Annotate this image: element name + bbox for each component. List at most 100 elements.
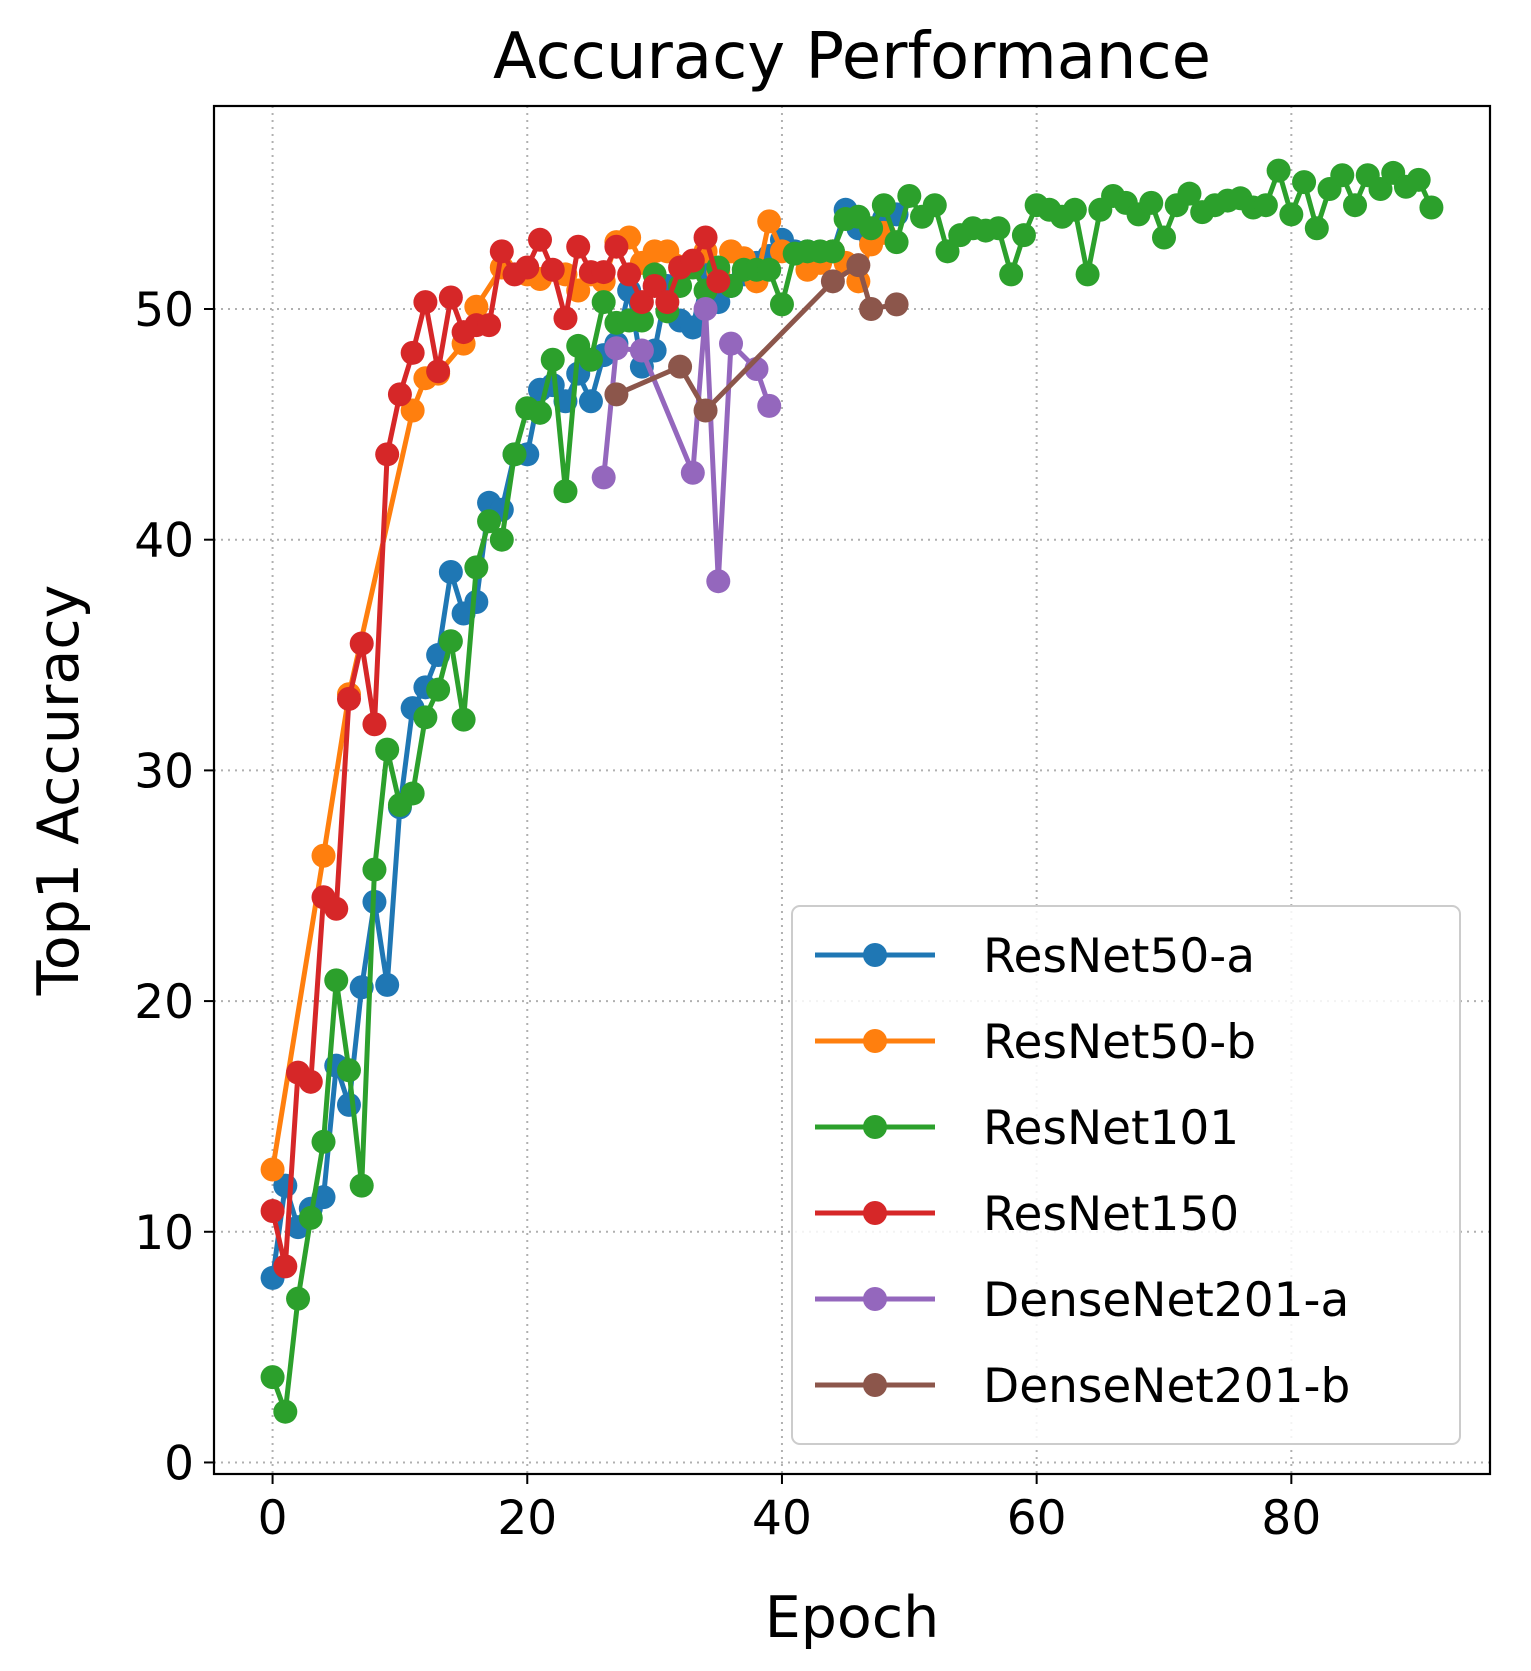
data-point-resnet150: [387, 382, 412, 407]
data-point-resnet101: [769, 292, 794, 317]
data-point-resnet50-a: [336, 1092, 361, 1117]
legend-marker-resnet50-b: [863, 1029, 887, 1053]
data-point-resnet150: [273, 1254, 298, 1279]
series-densenet201-b: [604, 253, 909, 423]
data-point-resnet150: [629, 290, 654, 315]
legend-label-densenet201-a: DenseNet201-a: [983, 1273, 1349, 1328]
data-point-resnet101: [451, 707, 476, 732]
data-point-densenet201-a: [706, 569, 731, 594]
data-point-resnet101: [999, 262, 1024, 287]
data-point-resnet150: [515, 255, 540, 280]
data-point-resnet150: [426, 359, 451, 384]
x-tick-label: 0: [258, 1491, 288, 1546]
data-point-resnet101: [1419, 195, 1444, 220]
data-point-resnet101: [273, 1399, 298, 1424]
data-point-resnet50-a: [375, 972, 400, 997]
data-point-densenet201-b: [693, 398, 718, 423]
legend-label-densenet201-b: DenseNet201-b: [983, 1359, 1350, 1414]
data-point-resnet101: [375, 737, 400, 762]
data-point-resnet150: [642, 273, 667, 298]
data-point-resnet150: [336, 686, 361, 711]
data-point-resnet101: [591, 290, 616, 315]
data-point-resnet101: [528, 400, 553, 425]
data-point-resnet50-a: [578, 389, 603, 414]
data-point-densenet201-b: [820, 269, 845, 294]
x-axis-label: Epoch: [765, 1585, 940, 1651]
data-point-resnet101: [935, 239, 960, 264]
legend: ResNet50-a ResNet50-b ResNet101 ResNet150 De…: [791, 905, 1461, 1445]
y-axis-label: Top1 Accuracy: [26, 585, 92, 997]
data-point-resnet101: [1062, 197, 1087, 222]
data-point-resnet101: [336, 1058, 361, 1083]
data-point-densenet201-b: [604, 382, 629, 407]
data-point-resnet101: [438, 629, 463, 654]
legend-box: [791, 905, 1461, 1445]
data-point-resnet101: [1279, 202, 1304, 227]
legend-marker-resnet50-a: [863, 943, 887, 967]
data-point-resnet101: [1253, 193, 1278, 218]
x-tick-label: 20: [497, 1491, 557, 1546]
legend-marker-densenet201-a: [863, 1287, 887, 1311]
data-point-resnet101: [629, 308, 654, 333]
x-tick-label: 80: [1261, 1491, 1321, 1546]
data-point-resnet150: [528, 227, 553, 252]
legend-label-resnet50-b: ResNet50-b: [983, 1015, 1256, 1070]
y-tick-label: 30: [134, 744, 194, 799]
plot-frame: [212, 104, 1492, 1476]
data-point-resnet101: [986, 216, 1011, 241]
tick-layer: 0 20 40 60 80 0 10 20 30 40 50: [134, 283, 1321, 1546]
chart-title: Accuracy Performance: [493, 20, 1211, 94]
data-point-resnet150: [298, 1069, 323, 1094]
data-point-resnet101: [1011, 223, 1036, 248]
data-point-resnet101: [922, 193, 947, 218]
data-point-resnet101: [859, 216, 884, 241]
data-point-densenet201-a: [693, 297, 718, 322]
data-point-resnet101: [1304, 216, 1329, 241]
data-point-resnet101: [1177, 181, 1202, 206]
data-point-densenet201-a: [757, 393, 782, 418]
data-point-resnet150: [566, 234, 591, 259]
data-point-resnet50-b: [464, 294, 489, 319]
data-point-resnet101: [464, 555, 489, 580]
data-point-resnet150: [489, 239, 514, 264]
legend-item-densenet201-b: DenseNet201-b: [815, 1359, 1350, 1414]
data-point-resnet101: [1266, 158, 1291, 183]
data-point-resnet101: [489, 527, 514, 552]
data-point-resnet101: [362, 857, 387, 882]
data-point-resnet101: [578, 347, 603, 372]
data-point-resnet150: [680, 248, 705, 273]
data-point-resnet101: [286, 1286, 311, 1311]
data-point-resnet50-a: [680, 315, 705, 340]
legend-item-resnet50-a: ResNet50-a: [815, 929, 1255, 984]
legend-item-resnet101: ResNet101: [815, 1101, 1239, 1156]
data-point-resnet101: [298, 1205, 323, 1230]
data-point-resnet101: [757, 257, 782, 282]
data-point-resnet150: [413, 290, 438, 315]
legend-item-resnet150: ResNet150: [815, 1187, 1239, 1242]
y-tick-label: 10: [134, 1206, 194, 1261]
legend-label-resnet150: ResNet150: [983, 1187, 1239, 1242]
data-point-resnet50-b: [655, 239, 680, 264]
legend-item-resnet50-b: ResNet50-b: [815, 1015, 1256, 1070]
data-point-resnet50-b: [311, 843, 336, 868]
data-point-densenet201-a: [680, 460, 705, 485]
legend-item-densenet201-a: DenseNet201-a: [815, 1273, 1349, 1328]
data-point-densenet201-b: [846, 253, 871, 278]
data-point-densenet201-a: [604, 336, 629, 361]
data-point-resnet150: [260, 1199, 285, 1224]
data-point-resnet150: [693, 225, 718, 250]
data-point-resnet150: [362, 712, 387, 737]
data-point-resnet101: [311, 1129, 336, 1154]
data-point-resnet101: [1151, 225, 1176, 250]
data-point-resnet150: [477, 313, 502, 338]
data-point-resnet101: [502, 442, 527, 467]
data-point-densenet201-a: [719, 331, 744, 356]
y-tick-label: 40: [134, 514, 194, 569]
data-point-resnet150: [349, 631, 374, 656]
data-point-resnet150: [438, 285, 463, 310]
series-densenet201-a: [591, 297, 782, 594]
data-point-resnet150: [706, 269, 731, 294]
legend-marker-resnet150: [863, 1201, 887, 1225]
data-point-resnet101: [400, 781, 425, 806]
data-point-resnet50-b: [400, 398, 425, 423]
